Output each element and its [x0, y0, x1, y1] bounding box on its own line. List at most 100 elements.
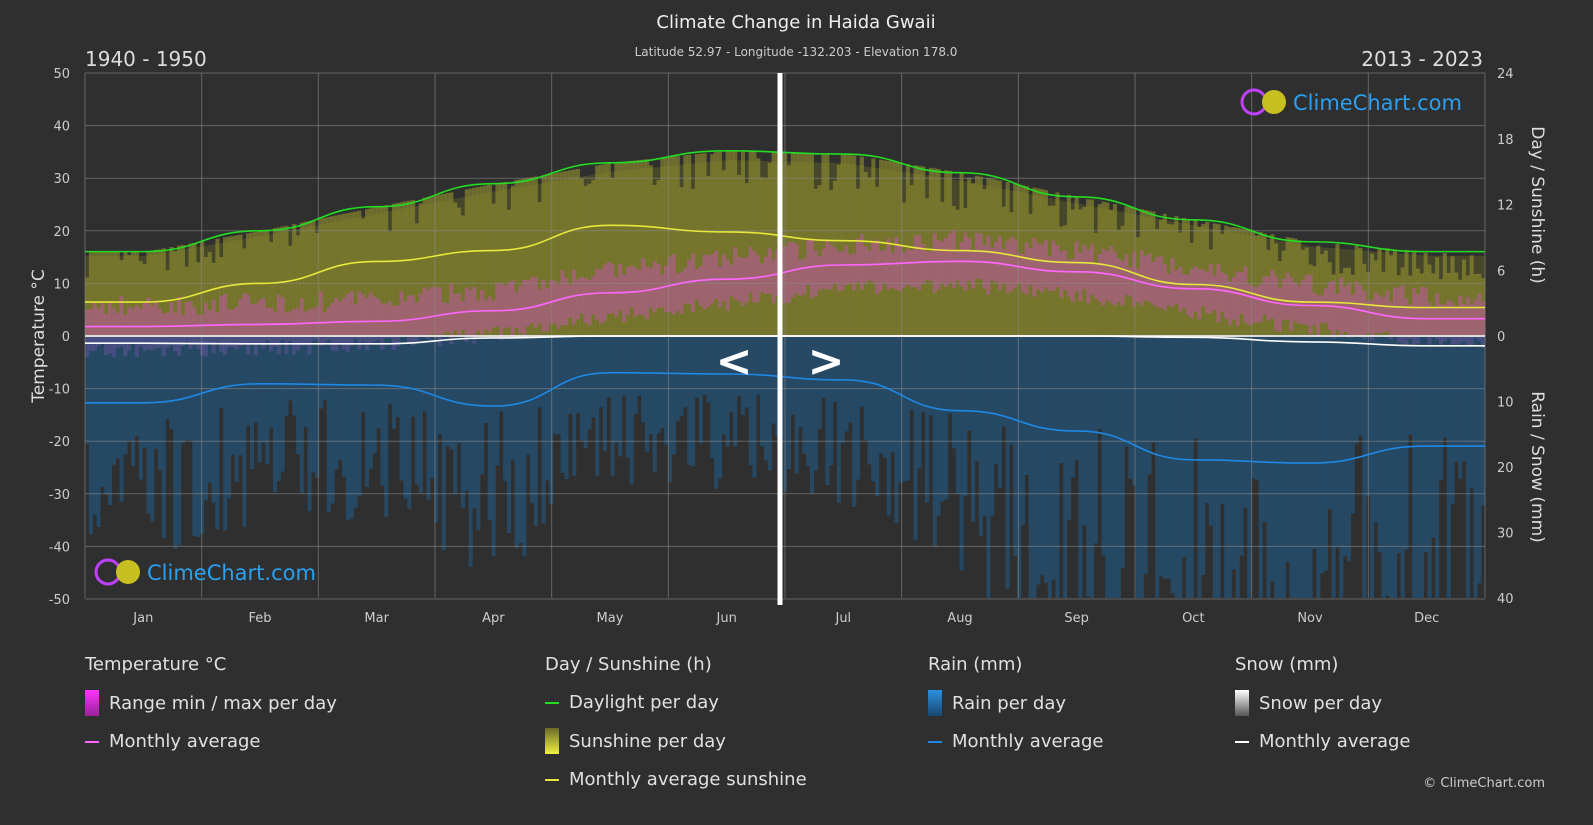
- sunshine-bar: [1193, 219, 1198, 336]
- daylight-line: [84, 150, 1485, 253]
- sunshine-bar: [648, 165, 653, 336]
- rain-bar: [683, 336, 688, 408]
- brand-logo-bottom[interactable]: ClimeChart.com: [94, 558, 316, 586]
- rain-bar: [303, 336, 308, 428]
- sunshine-bar: [399, 202, 404, 336]
- rain-bar: [618, 336, 623, 457]
- temp-range-bar: [656, 263, 661, 309]
- rain-bar: [1392, 336, 1398, 598]
- rain-bar: [487, 336, 492, 521]
- temp-range-bar: [1427, 302, 1432, 345]
- rain-bar: [1461, 336, 1467, 462]
- temp-range-bar: [648, 268, 653, 308]
- rain-bar: [219, 336, 224, 408]
- temp-range-bar: [115, 312, 120, 348]
- sunshine-bar: [852, 155, 857, 336]
- temp-range-bar: [1362, 290, 1367, 340]
- rain-bar: [357, 336, 362, 496]
- rain-bar: [748, 336, 753, 466]
- rain-bar: [257, 336, 262, 463]
- sunshine-bar: [464, 189, 469, 336]
- temp-range-bar: [1070, 258, 1075, 303]
- sunshine-bar: [1166, 223, 1171, 336]
- y-left-tick: 50: [53, 67, 70, 82]
- x-tick-may: May: [597, 611, 624, 626]
- brand-logo-top[interactable]: ClimeChart.com: [1240, 88, 1462, 116]
- temp-range-bar: [698, 266, 703, 306]
- sunshine-bar: [1362, 263, 1367, 336]
- rain-bar: [706, 336, 711, 403]
- temp-range-bar: [506, 282, 512, 328]
- temp-range-bar: [733, 246, 738, 300]
- temp-range-bar: [575, 279, 581, 320]
- prev-arrow[interactable]: <: [716, 336, 753, 387]
- temp-range-bar: [311, 308, 316, 341]
- temp-range-bar: [1001, 249, 1006, 284]
- sunshine-bar: [1066, 194, 1072, 336]
- rain-bar: [625, 336, 630, 458]
- sunshine-bar: [994, 179, 999, 336]
- rain-bar: [1350, 336, 1355, 514]
- sunshine-bar: [598, 164, 604, 336]
- temp-range-bar: [568, 284, 573, 318]
- sunshine-bar: [802, 152, 807, 336]
- sunshine-bar: [1036, 188, 1041, 336]
- temp-range-bar: [1082, 244, 1087, 290]
- y-left-tick: 10: [53, 277, 70, 292]
- sunshine-bar: [829, 190, 834, 336]
- sunshine-bar: [207, 252, 212, 336]
- rain-bar: [1327, 336, 1332, 510]
- rain-bar: [265, 336, 270, 465]
- sunshine-bar: [1120, 225, 1125, 336]
- sunshine-bar: [1412, 250, 1417, 336]
- sunshine-bar: [591, 180, 596, 336]
- rain-bar: [1258, 336, 1263, 598]
- sunshine-bar: [288, 245, 293, 336]
- rain-bar: [806, 336, 811, 467]
- rain-bar: [522, 336, 527, 557]
- temp-range-bar: [1086, 249, 1091, 304]
- temp-range-bar: [215, 312, 220, 342]
- rain-bar: [453, 336, 458, 495]
- sunshine-bar: [157, 249, 163, 336]
- temp-range-bar: [882, 250, 887, 284]
- sunshine-bar: [188, 243, 193, 336]
- sunshine-bar: [1446, 272, 1451, 336]
- rain-bar: [1116, 336, 1121, 598]
- sunshine-bar: [1396, 275, 1401, 336]
- sunshine-bar: [1297, 240, 1302, 336]
- sunshine-bar: [698, 153, 703, 336]
- temp-range-bar: [1423, 287, 1428, 338]
- rain-bar: [875, 336, 880, 496]
- sunshine-bar: [1262, 233, 1267, 336]
- rain-bar: [1415, 336, 1421, 598]
- sunshine-bar: [898, 162, 903, 336]
- rain-bar: [407, 336, 412, 509]
- temp-range-bar: [729, 264, 734, 297]
- temp-range-bar: [1116, 258, 1121, 302]
- rain-bar: [602, 336, 607, 451]
- sunshine-bar: [652, 184, 657, 336]
- sunshine-bar: [1350, 274, 1355, 336]
- sunshine-bar: [483, 185, 489, 336]
- temp-range-bar: [1135, 268, 1141, 303]
- rain-bar: [1020, 336, 1026, 525]
- sunshine-bar: [142, 264, 147, 336]
- sunshine-bar: [138, 261, 143, 336]
- sunshine-bar: [748, 151, 753, 336]
- temp-range-bar: [1147, 253, 1152, 302]
- y-right-bottom-label: Rain / Snow (mm): [1527, 391, 1547, 543]
- sunshine-bar: [967, 177, 972, 336]
- rain-bar: [334, 336, 339, 470]
- rain-bar: [299, 336, 304, 493]
- sunshine-bar: [411, 199, 416, 336]
- rain-bar: [491, 336, 496, 556]
- rain-bar: [353, 336, 358, 508]
- sunshine-bar: [211, 262, 216, 336]
- temp-range-bar: [295, 307, 301, 350]
- next-arrow[interactable]: >: [808, 336, 845, 387]
- rain-bar: [575, 336, 581, 414]
- temp-range-bar: [434, 287, 439, 339]
- rain-bar: [1346, 336, 1352, 562]
- sunshine-bar: [203, 257, 209, 336]
